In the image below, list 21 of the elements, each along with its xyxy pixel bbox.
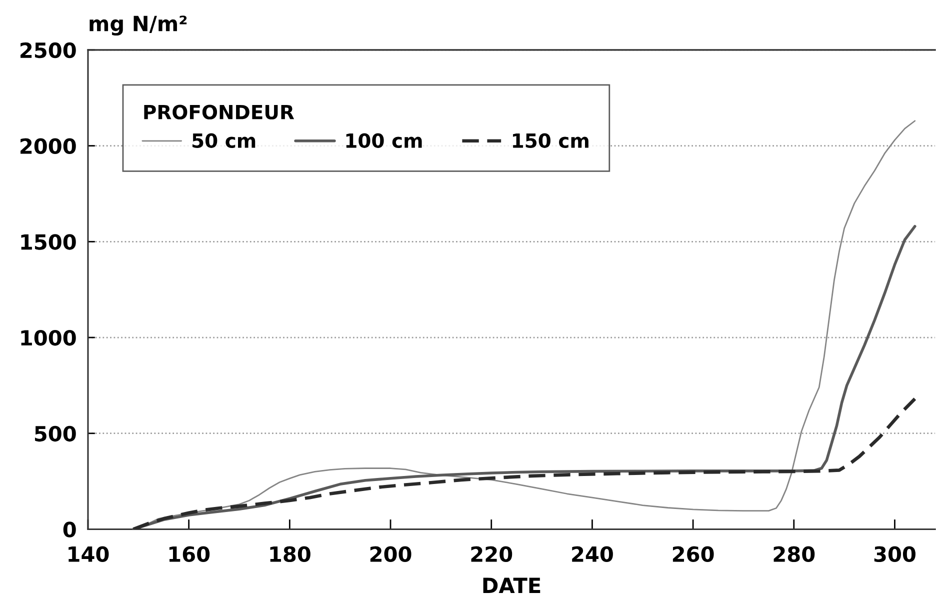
y-tick-label: 1500 [21, 234, 76, 250]
x-tick-label: 260 [672, 546, 714, 562]
y-tick-label: 1000 [21, 330, 76, 346]
y-tick-label: 2000 [20, 138, 76, 154]
y-tick-label: 0 [63, 522, 76, 538]
x-tick-label: 280 [774, 546, 815, 562]
x-tick-label: 180 [270, 546, 310, 562]
legend-title: PROFONDEUR [144, 104, 294, 120]
y-tick-label: 2500 [20, 42, 76, 58]
legend-label: 150 cm [512, 133, 588, 148]
y-axis-title: mg N/m² [90, 16, 187, 36]
y-tick-label: 500 [34, 426, 76, 442]
x-tick-label: 300 [874, 546, 916, 562]
legend-label: 100 cm [346, 133, 422, 148]
legend-label: 50 cm [192, 133, 256, 148]
x-axis-title: DATE [483, 578, 540, 593]
x-tick-label: 160 [169, 546, 210, 562]
x-tick-label: 140 [68, 546, 109, 562]
x-tick-label: 220 [471, 546, 512, 562]
x-tick-label: 240 [572, 546, 613, 562]
x-tick-label: 200 [370, 546, 412, 562]
